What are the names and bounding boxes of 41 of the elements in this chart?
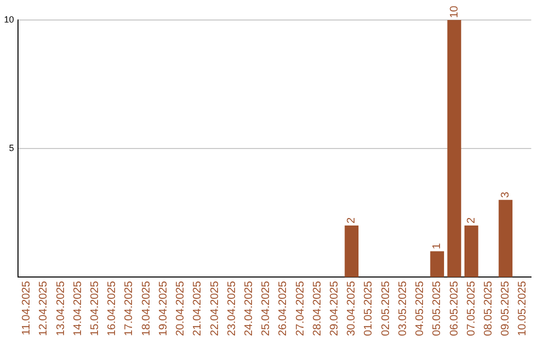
x-tick-label: 20.04.2025	[174, 280, 187, 336]
x-tick-label: 25.04.2025	[260, 280, 272, 336]
x-tick-label: 03.05.2025	[396, 280, 409, 336]
bar	[447, 20, 462, 277]
data-label: 2	[346, 217, 358, 224]
x-tick-label: 12.04.2025	[38, 280, 50, 336]
x-tick-label: 07.05.2025	[465, 280, 478, 336]
x-tick-label: 22.04.2025	[208, 280, 221, 336]
x-tick-label: 06.05.2025	[448, 280, 460, 336]
data-label: 3	[500, 192, 512, 198]
x-tick-label: 01.05.2025	[362, 280, 375, 336]
x-tick-label: 21.04.2025	[192, 280, 204, 336]
x-tick-label: 10.05.2025	[516, 280, 529, 336]
x-tick-label: 09.05.2025	[500, 280, 512, 336]
x-tick-label: 27.04.2025	[294, 280, 306, 336]
y-tick-label: 5	[8, 142, 14, 153]
x-tick-label: 28.04.2025	[311, 280, 324, 336]
x-tick-label: 16.04.2025	[106, 280, 118, 336]
data-label: 1	[431, 243, 444, 250]
x-tick-label: 05.05.2025	[431, 280, 444, 336]
x-tick-label: 23.04.2025	[226, 280, 238, 336]
bar	[344, 226, 359, 277]
x-tick-label: 24.04.2025	[242, 280, 255, 336]
x-tick-label: 26.04.2025	[277, 280, 290, 336]
x-tick-label: 08.05.2025	[482, 280, 494, 336]
x-tick-label: 04.05.2025	[414, 280, 426, 336]
x-tick-label: 29.04.2025	[328, 280, 341, 336]
x-tick-label: 15.04.2025	[89, 280, 102, 336]
data-label: 10	[448, 6, 460, 18]
x-tick-label: 30.04.2025	[346, 280, 358, 336]
x-tick-label: 02.05.2025	[380, 280, 392, 336]
x-tick-label: 13.04.2025	[54, 280, 67, 336]
bar	[498, 200, 512, 277]
x-tick-label: 11.04.2025	[20, 280, 33, 336]
x-tick-label: 19.04.2025	[157, 280, 170, 336]
bar	[430, 251, 444, 277]
x-tick-label: 17.04.2025	[123, 280, 136, 336]
x-tick-label: 14.04.2025	[72, 280, 84, 336]
bar	[464, 226, 478, 277]
data-label: 2	[465, 217, 478, 224]
x-tick-label: 18.04.2025	[140, 280, 152, 336]
